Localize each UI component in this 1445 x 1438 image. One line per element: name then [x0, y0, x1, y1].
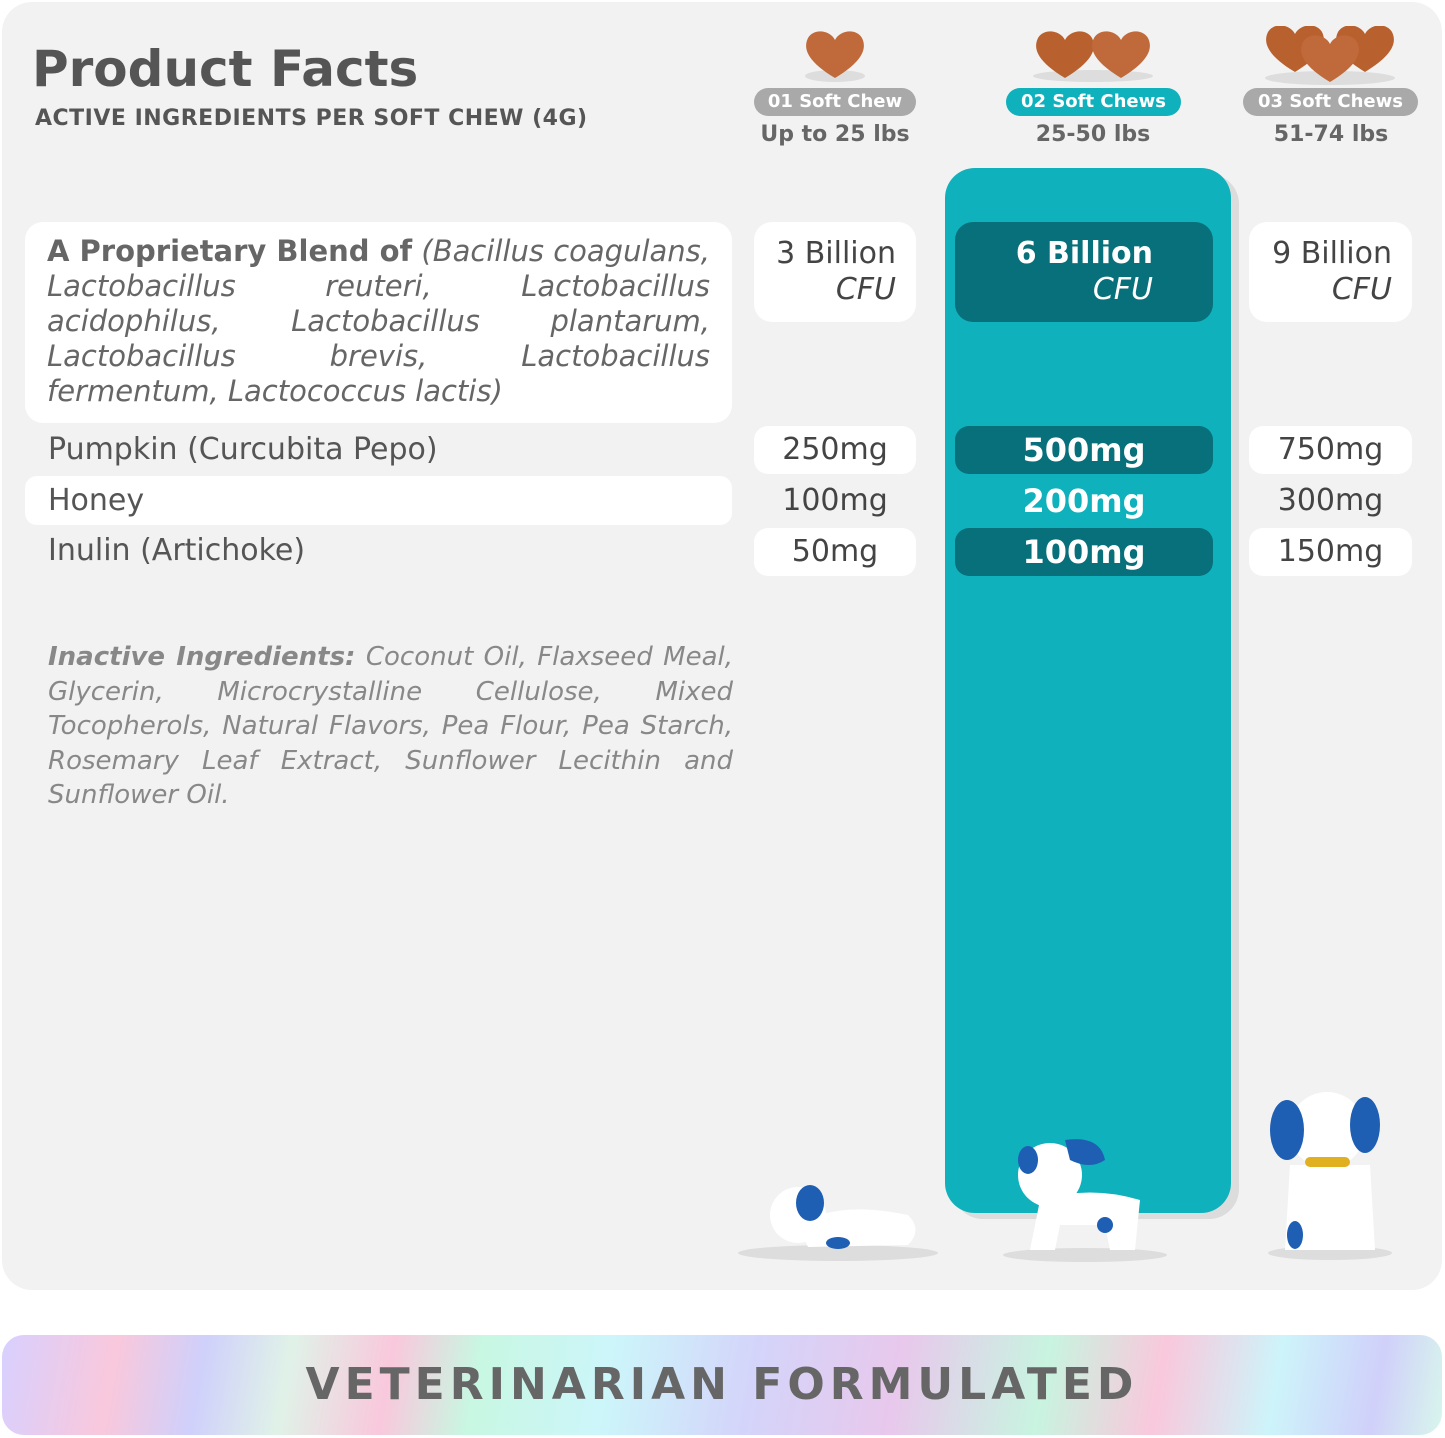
weight-range-2: 25-50 lbs: [1035, 122, 1151, 147]
cfu-amount: 6 Billion: [1015, 236, 1153, 271]
sleeping-puppy-icon: [738, 1185, 938, 1261]
value-honey-3: 300mg: [1277, 483, 1384, 518]
cfu-amount: 3 Billion: [776, 236, 896, 271]
walking-puppy-icon: [1003, 1139, 1167, 1262]
blend-lead: A Proprietary Blend of: [47, 234, 413, 268]
inactive-ingredients: Inactive Ingredients: Coconut Oil, Flaxs…: [48, 640, 733, 813]
cfu-unit: CFU: [835, 272, 896, 307]
cfu-value-3: 9 Billion CFU: [1249, 222, 1412, 322]
weight-range-3: 51-74 lbs: [1273, 122, 1389, 147]
inactive-text: Coconut Oil, Flaxseed Meal, Glycerin, Mi…: [48, 642, 733, 810]
cfu-value-1: 3 Billion CFU: [754, 222, 916, 322]
inactive-label: Inactive Ingredients:: [48, 642, 356, 672]
soft-chews-icon: [1033, 31, 1153, 82]
banner-text: VETERINARIAN FORMULATED: [305, 1359, 1139, 1410]
value-inulin-3: 150mg: [1249, 528, 1412, 576]
page-subtitle: ACTIVE INGREDIENTS PER SOFT CHEW (4G): [35, 106, 588, 131]
dose-pill-2: 02 Soft Chews: [1006, 88, 1181, 116]
value-pumpkin-1: 250mg: [754, 426, 916, 474]
value-honey-1: 100mg: [782, 483, 888, 518]
blend-species: (Bacillus coagulans, Lactobacillus reute…: [47, 234, 710, 408]
sitting-puppy-icon: [1268, 1092, 1392, 1260]
cfu-unit: CFU: [1092, 272, 1153, 307]
ingredient-inulin: Inulin (Artichoke): [48, 533, 306, 568]
value-inulin-1: 50mg: [754, 528, 916, 576]
veterinarian-formulated-banner: VETERINARIAN FORMULATED: [2, 1335, 1442, 1435]
value-pumpkin-3: 750mg: [1249, 426, 1412, 474]
page-title: Product Facts: [32, 40, 419, 98]
cfu-unit: CFU: [1331, 272, 1392, 307]
ingredient-pumpkin: Pumpkin (Curcubita Pepo): [48, 432, 438, 467]
soft-chew-icon: [805, 31, 865, 82]
cfu-amount: 9 Billion: [1272, 236, 1392, 271]
highlighted-column: [945, 168, 1231, 1213]
dose-pill-3: 03 Soft Chews: [1243, 88, 1418, 116]
weight-range-1: Up to 25 lbs: [760, 122, 910, 147]
soft-chews-icon: [1265, 26, 1395, 85]
cfu-value-2: 6 Billion CFU: [955, 222, 1213, 322]
value-inulin-2: 100mg: [955, 528, 1213, 576]
value-honey-2: 200mg: [1022, 482, 1146, 520]
blend-description: A Proprietary Blend of (Bacillus coagula…: [25, 222, 732, 423]
value-pumpkin-2: 500mg: [955, 426, 1213, 474]
row-highlight: [25, 476, 732, 525]
ingredient-honey: Honey: [48, 483, 145, 518]
dose-pill-1: 01 Soft Chew: [754, 88, 916, 116]
